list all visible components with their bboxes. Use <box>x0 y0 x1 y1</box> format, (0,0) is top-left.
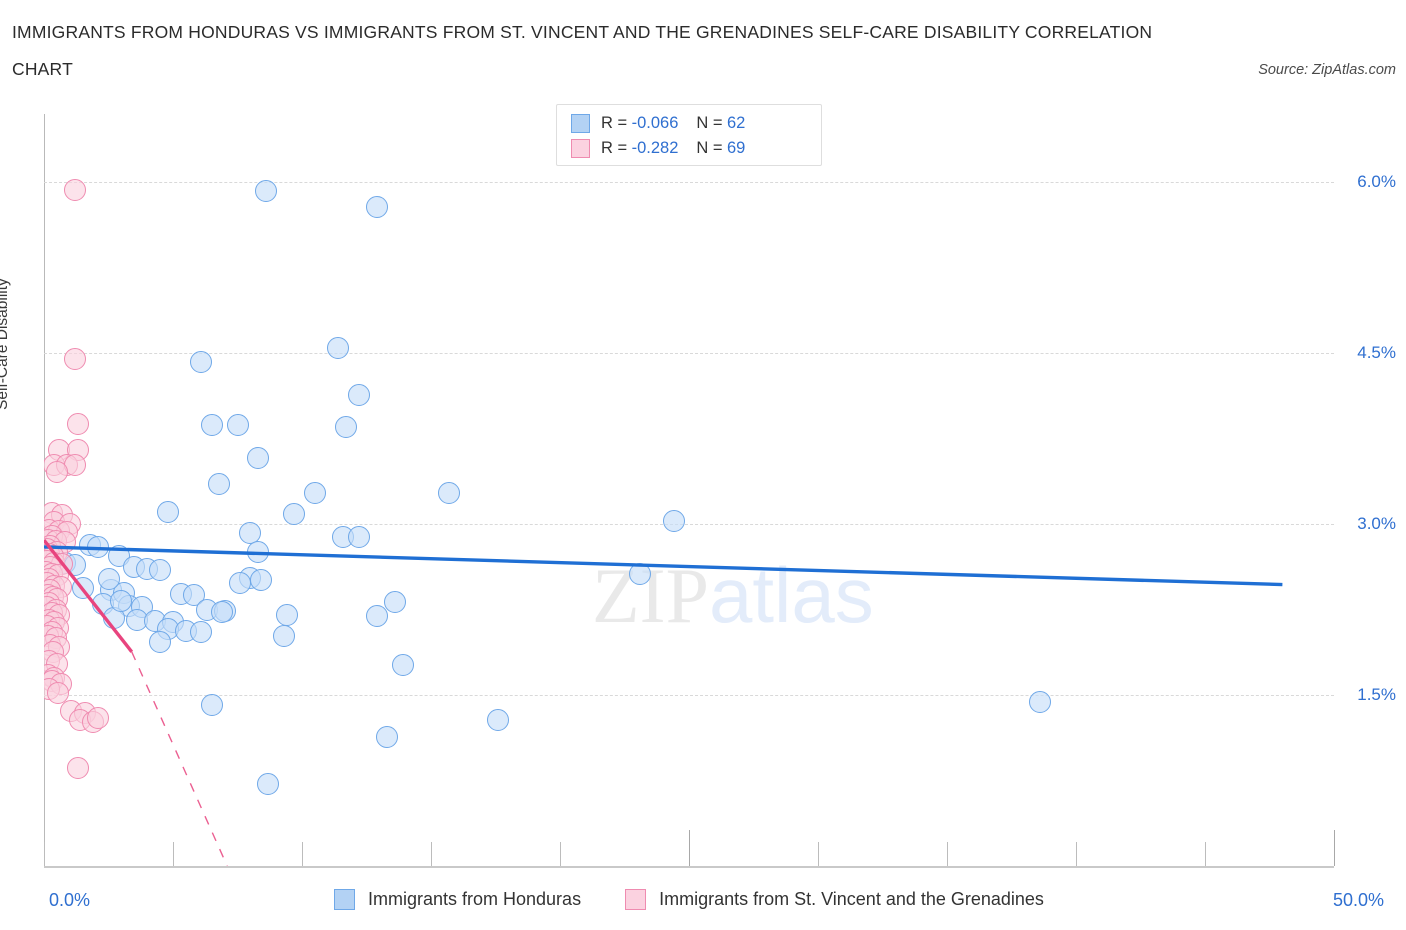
r-label-blue: R = <box>601 114 628 132</box>
scatter-point-honduras[interactable] <box>376 726 399 749</box>
scatter-point-honduras[interactable] <box>1028 690 1051 713</box>
r-label-pink: R = <box>601 139 628 157</box>
page-title-line-1: IMMIGRANTS FROM HONDURAS VS IMMIGRANTS F… <box>12 22 1153 42</box>
series-label-stvincent: Immigrants from St. Vincent and the Gren… <box>659 889 1044 909</box>
scatter-point-honduras[interactable] <box>438 482 461 505</box>
x-axis-tick <box>1334 830 1335 866</box>
trend-line-honduras <box>44 545 1283 587</box>
scatter-point-honduras[interactable] <box>226 414 249 437</box>
x-axis-tick <box>1076 842 1077 866</box>
page-title-line-2: CHART <box>12 59 73 79</box>
scatter-point-honduras[interactable] <box>97 567 120 590</box>
gridline <box>44 695 1334 697</box>
x-axis-tick <box>431 842 432 866</box>
scatter-point-honduras[interactable] <box>110 589 133 612</box>
scatter-point-honduras[interactable] <box>200 414 223 437</box>
n-value-pink: 69 <box>726 139 746 157</box>
scatter-point-honduras[interactable] <box>208 473 231 496</box>
scatter-point-honduras[interactable] <box>247 447 270 470</box>
gridline <box>44 353 1334 355</box>
scatter-plot-area: ZIPatlas <box>44 114 1334 866</box>
gridline <box>44 524 1334 526</box>
x-axis-tick <box>689 830 690 866</box>
x-axis-tick <box>560 842 561 866</box>
scatter-point-honduras[interactable] <box>211 600 234 623</box>
x-axis-tick <box>947 842 948 866</box>
scatter-point-stvincent[interactable] <box>66 757 89 779</box>
scatter-point-honduras[interactable] <box>383 590 406 613</box>
series-swatch-pink-icon <box>625 889 647 910</box>
legend-row-stvincent: R = -0.282 N = 69 <box>571 136 811 161</box>
scatter-point-honduras[interactable] <box>156 500 179 523</box>
scatter-point-honduras[interactable] <box>334 416 357 439</box>
trend-line-extension-stvincent <box>131 651 228 866</box>
scatter-point-honduras[interactable] <box>149 558 172 581</box>
scatter-point-honduras[interactable] <box>347 384 370 407</box>
y-axis-line <box>44 114 45 866</box>
y-tick-label: 6.0% <box>1357 172 1396 192</box>
x-axis-tick <box>1205 842 1206 866</box>
scatter-point-stvincent[interactable] <box>66 412 89 435</box>
n-label-blue: N = <box>696 114 723 132</box>
legend-swatch-pink-icon <box>571 139 590 158</box>
y-tick-label: 3.0% <box>1357 514 1396 534</box>
scatter-point-honduras[interactable] <box>391 654 414 677</box>
scatter-point-honduras[interactable] <box>149 630 172 653</box>
trend-lines <box>44 539 1283 866</box>
legend-row-honduras: R = -0.066 N = 62 <box>571 111 811 136</box>
scatter-point-stvincent[interactable] <box>45 460 68 483</box>
n-label-pink: N = <box>696 139 723 157</box>
y-tick-label: 1.5% <box>1357 685 1396 705</box>
y-axis-title: Self-Care Disability <box>0 278 11 410</box>
n-value-blue: 62 <box>726 114 746 132</box>
scatter-point-honduras[interactable] <box>487 709 510 732</box>
series-legend-item-honduras[interactable]: Immigrants from Honduras <box>334 889 581 910</box>
scatter-point-stvincent[interactable] <box>63 179 86 202</box>
scatter-point-honduras[interactable] <box>182 583 205 606</box>
x-axis-line <box>44 866 1334 868</box>
r-value-blue: -0.066 <box>631 114 679 132</box>
source-label: Source: ZipAtlas.com <box>1258 62 1396 78</box>
trend-line-stvincent <box>44 539 134 653</box>
series-legend-item-stvincent[interactable]: Immigrants from St. Vincent and the Gren… <box>625 889 1044 910</box>
x-axis-tick <box>302 842 303 866</box>
scatter-point-honduras[interactable] <box>200 694 223 717</box>
scatter-point-honduras[interactable] <box>283 502 306 525</box>
series-legend: Immigrants from Honduras Immigrants from… <box>334 889 1044 910</box>
scatter-point-stvincent[interactable] <box>63 347 86 370</box>
scatter-point-honduras[interactable] <box>303 482 326 505</box>
legend-swatch-blue-icon <box>571 114 590 133</box>
scatter-point-honduras[interactable] <box>254 180 277 203</box>
series-label-honduras: Immigrants from Honduras <box>368 889 582 909</box>
gridline <box>44 182 1334 184</box>
scatter-point-honduras[interactable] <box>229 572 252 595</box>
x-axis-tick <box>44 842 45 866</box>
series-swatch-blue-icon <box>334 889 355 910</box>
scatter-point-honduras[interactable] <box>190 621 213 644</box>
scatter-point-honduras[interactable] <box>327 336 350 359</box>
r-value-pink: -0.282 <box>631 139 679 157</box>
scatter-point-honduras[interactable] <box>347 525 370 548</box>
scatter-point-stvincent[interactable] <box>87 706 110 729</box>
x-tick-label-min: 0.0% <box>49 890 91 910</box>
scatter-point-honduras[interactable] <box>272 624 295 647</box>
y-tick-label: 4.5% <box>1357 343 1396 363</box>
x-axis-tick <box>818 842 819 866</box>
correlation-legend: R = -0.066 N = 62 R = -0.282 N = 69 <box>556 104 822 166</box>
scatter-point-honduras[interactable] <box>662 509 685 532</box>
x-tick-label-max: 50.0% <box>1333 890 1385 910</box>
scatter-point-honduras[interactable] <box>190 351 213 374</box>
scatter-point-stvincent[interactable] <box>47 681 70 704</box>
scatter-point-honduras[interactable] <box>257 772 280 795</box>
scatter-point-honduras[interactable] <box>365 196 388 219</box>
x-axis-tick <box>173 842 174 866</box>
scatter-point-honduras[interactable] <box>365 605 388 628</box>
